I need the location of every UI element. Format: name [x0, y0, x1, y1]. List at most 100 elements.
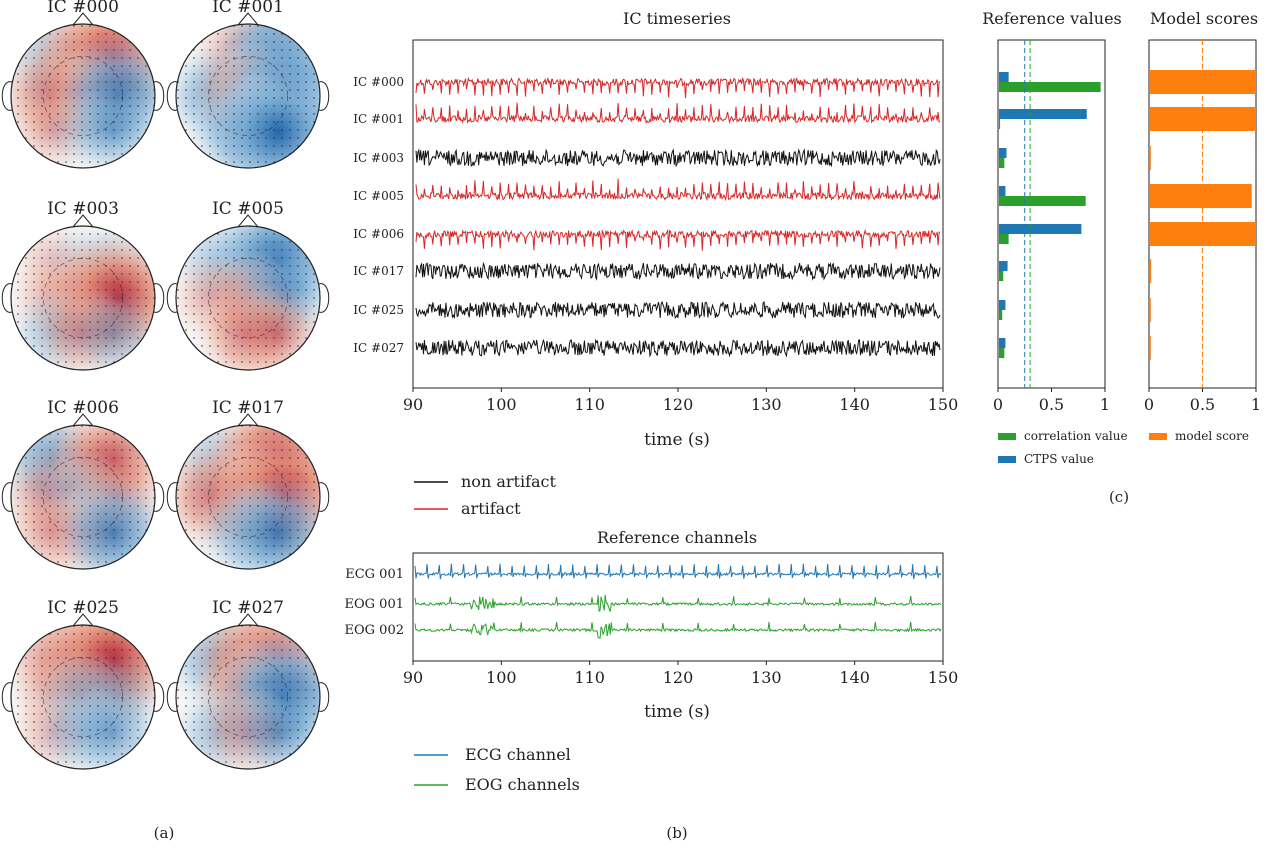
- nose-shape: [237, 613, 259, 627]
- sensor-dots: [11, 226, 155, 370]
- topomap: IC #001: [166, 0, 330, 169]
- panel-label-a: (a): [154, 824, 175, 842]
- topomap: IC #003: [1, 199, 165, 371]
- contour-line: [207, 257, 288, 338]
- reference-channels-xlabel: time (s): [644, 702, 710, 722]
- ic-timeseries-title: IC timeseries: [623, 9, 731, 28]
- right-ear-shape: [153, 482, 165, 512]
- x-tick-label: 110: [574, 668, 605, 687]
- channel-label: EOG 002: [345, 623, 404, 638]
- head-outline: [10, 23, 156, 169]
- model-scores-title: Model scores: [1150, 9, 1258, 28]
- x-tick-label: 100: [486, 668, 517, 687]
- x-tick-label: 0: [1144, 395, 1154, 414]
- x-tick-label: 130: [751, 668, 782, 687]
- nose-shape: [237, 12, 259, 26]
- right-ear-shape: [153, 283, 165, 313]
- correlation-bar: [999, 158, 1005, 168]
- correlation-bar: [999, 348, 1005, 358]
- x-tick-label: 150: [928, 395, 959, 414]
- nose-shape: [72, 413, 94, 427]
- correlation-bar: [999, 234, 1009, 244]
- topomap-label: IC #003: [47, 199, 119, 219]
- correlation-bar: [999, 82, 1101, 92]
- right-ear-shape: [318, 81, 330, 111]
- x-tick-label: 120: [663, 395, 694, 414]
- x-tick-label: 130: [751, 395, 782, 414]
- left-ear-shape: [1, 682, 13, 712]
- model-score-bar: [1150, 184, 1252, 208]
- ic-trace: [415, 300, 941, 320]
- right-ear-shape: [318, 682, 330, 712]
- x-tick-label: 0: [993, 395, 1003, 414]
- x-tick-label: 110: [574, 395, 605, 414]
- ctps-bar: [999, 224, 1082, 234]
- sensor-dots: [176, 24, 320, 168]
- contour-line: [43, 56, 123, 136]
- model-score-bar: [1150, 107, 1256, 131]
- ctps-bar: [999, 186, 1006, 196]
- ic-row-label: IC #017: [353, 264, 404, 278]
- nose-shape: [72, 214, 94, 228]
- x-tick-label: 1: [1100, 395, 1110, 414]
- head-outline: [175, 225, 321, 371]
- topomap: IC #000: [1, 0, 165, 169]
- left-ear-shape: [166, 81, 178, 111]
- x-tick-label: 0.5: [1039, 395, 1064, 414]
- ic-trace: [415, 76, 941, 99]
- reference-channels-title: Reference channels: [597, 528, 757, 547]
- topomap-label: IC #000: [47, 0, 119, 17]
- panel-label-c: (c): [1109, 488, 1129, 506]
- topomap-label: IC #027: [212, 598, 284, 618]
- ctps-bar: [999, 261, 1008, 271]
- model-score-bar: [1150, 259, 1152, 283]
- ctps-bar: [999, 300, 1006, 310]
- sensor-dots: [176, 625, 320, 769]
- ic-trace: [415, 261, 941, 281]
- correlation-bar: [999, 310, 1003, 320]
- head-outline: [175, 23, 321, 169]
- legend-label: ECG channel: [465, 745, 571, 764]
- head-outline: [175, 624, 321, 770]
- contour-line: [207, 56, 288, 136]
- left-ear-shape: [1, 283, 13, 313]
- channel-label: EOG 001: [345, 597, 404, 612]
- legend-label: correlation value: [1024, 429, 1128, 443]
- contour-line: [207, 657, 288, 738]
- topomap-label: IC #006: [47, 398, 119, 418]
- topomap: IC #025: [1, 598, 165, 770]
- nose-shape: [72, 613, 94, 627]
- left-ear-shape: [166, 482, 178, 512]
- legend-swatch: [998, 433, 1016, 440]
- legend-label: EOG channels: [465, 775, 580, 794]
- ic-trace: [415, 102, 941, 125]
- correlation-bar: [999, 271, 1004, 281]
- ic-row-label: IC #001: [353, 112, 404, 126]
- left-ear-shape: [1, 482, 13, 512]
- ic-timeseries-xlabel: time (s): [644, 430, 710, 450]
- ic-row-label: IC #006: [353, 227, 404, 241]
- topomap-label: IC #025: [47, 598, 119, 618]
- nose-shape: [237, 214, 259, 228]
- reference-values-axes: [997, 39, 1106, 389]
- nose-shape: [72, 12, 94, 26]
- ctps-bar: [999, 148, 1007, 158]
- ctps-bar: [999, 72, 1009, 82]
- head-outline: [10, 624, 156, 770]
- sensor-dots: [11, 625, 155, 769]
- channel-trace: [414, 621, 942, 639]
- head-outline: [10, 424, 156, 570]
- legend-label: model score: [1175, 429, 1249, 443]
- head-outline: [175, 424, 321, 570]
- ic-trace: [415, 178, 941, 202]
- ic-row-label: IC #000: [353, 75, 404, 89]
- sensor-dots: [176, 226, 320, 370]
- sensor-dots: [11, 24, 155, 168]
- model-score-bar: [1150, 146, 1151, 170]
- x-tick-label: 0.5: [1190, 395, 1215, 414]
- channel-trace: [414, 594, 942, 613]
- left-ear-shape: [166, 682, 178, 712]
- topomap-label: IC #001: [212, 0, 284, 17]
- nose-shape: [237, 413, 259, 427]
